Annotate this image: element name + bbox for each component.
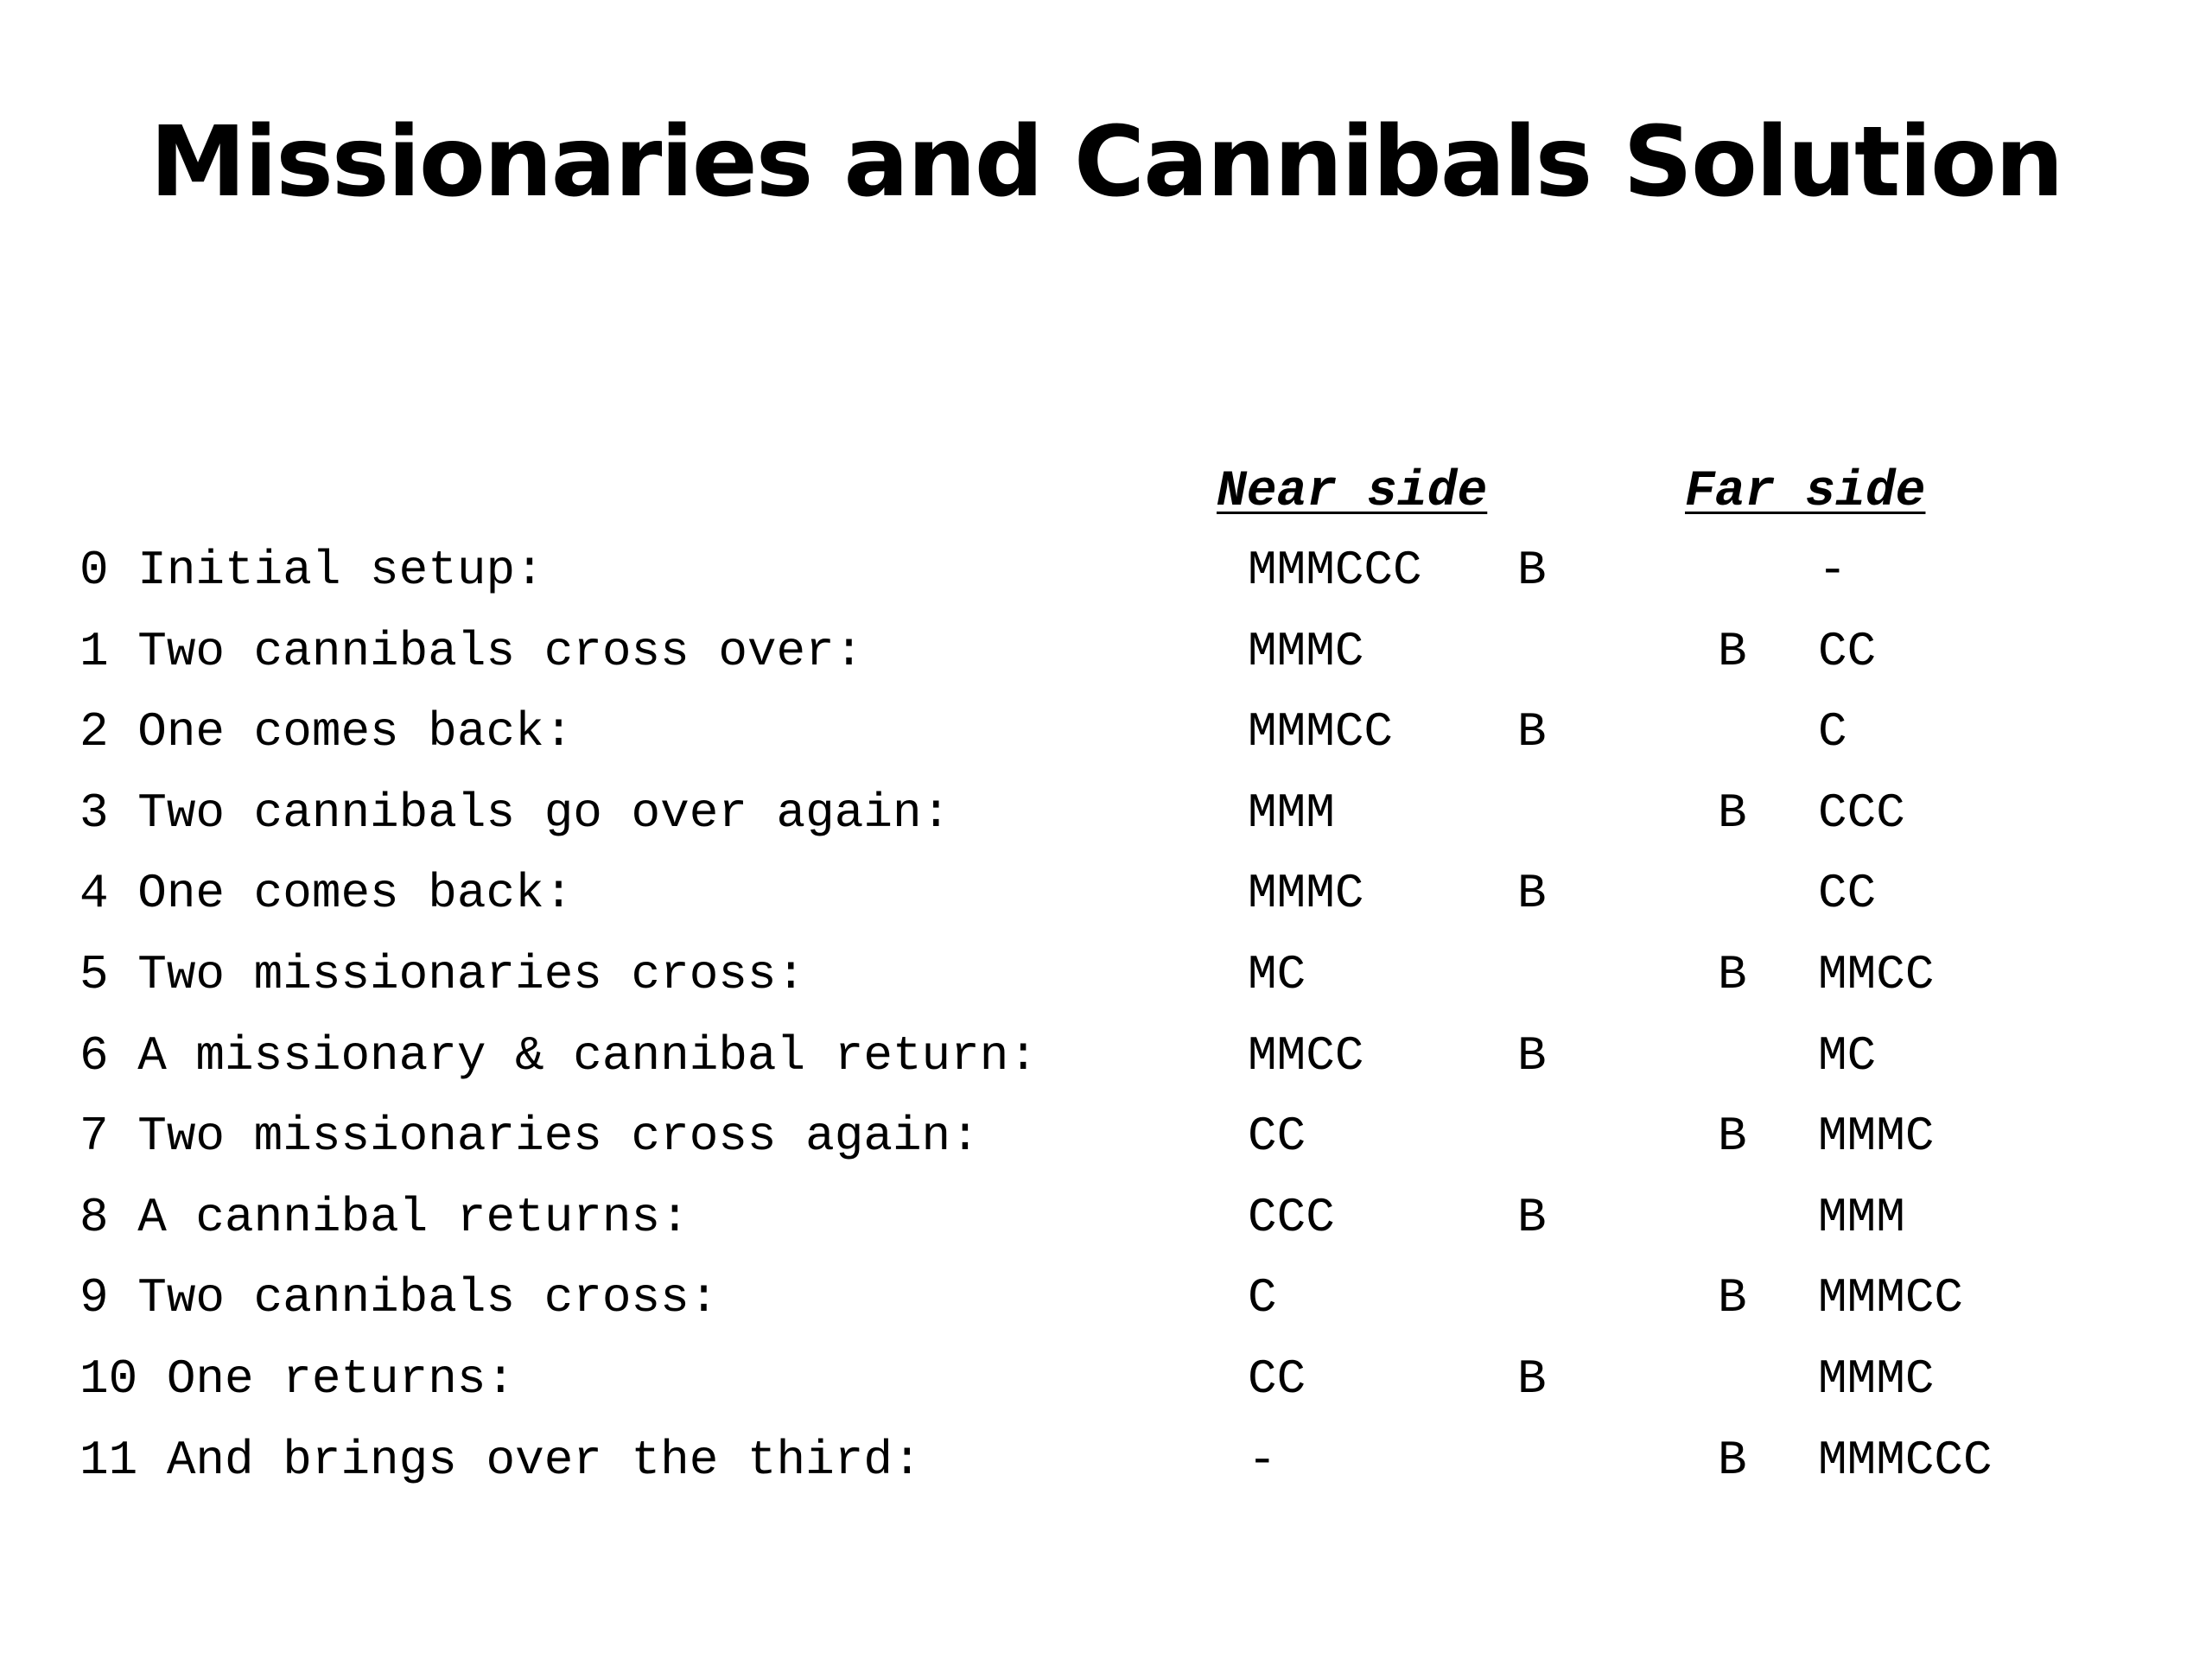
step-row: 4 One comes back: MMMC B CC: [0, 863, 2212, 944]
step-description: 3 Two cannibals go over again:: [79, 785, 951, 841]
step-row: 9 Two cannibals cross: C B MMMCC: [0, 1268, 2212, 1349]
near-side-header: Near side: [1217, 464, 1488, 520]
far-side-boat: B: [1718, 623, 1747, 679]
near-side-boat: B: [1517, 543, 1547, 598]
near-side-state: MMMC: [1248, 866, 1364, 922]
step-description: 6 A missionary & cannibal return:: [79, 1027, 1038, 1084]
far-side-boat: B: [1718, 1432, 1747, 1488]
near-side-state: MMMCC: [1248, 704, 1394, 760]
near-side-boat: B: [1517, 1189, 1547, 1245]
near-side-state: CCC: [1248, 1189, 1335, 1245]
step-description: 7 Two missionaries cross again:: [79, 1109, 980, 1165]
near-side-state: MMMCCC: [1248, 543, 1422, 598]
step-row: 3 Two cannibals go over again: MMM B CCC: [0, 783, 2212, 864]
far-side-state: MMMC: [1818, 1109, 1935, 1165]
far-side-header: Far side: [1685, 464, 1926, 520]
far-side-boat: B: [1718, 946, 1747, 1002]
step-row: 5 Two missionaries cross: MC B MMCC: [0, 944, 2212, 1026]
near-side-boat: B: [1517, 866, 1547, 922]
far-side-state: MMMCC: [1818, 1270, 1964, 1326]
far-side-state: CCC: [1818, 785, 1905, 841]
near-side-state: C: [1248, 1270, 1277, 1326]
near-side-boat: B: [1517, 1027, 1547, 1084]
step-row: 10 One returns: CC B MMMC: [0, 1349, 2212, 1430]
step-description: 4 One comes back:: [79, 866, 574, 922]
slide-title: Missionaries and Cannibals Solution: [149, 106, 2063, 219]
solution-steps-table: 0 Initial setup: MMMCCC B - 1 Two cannib…: [0, 540, 2212, 1510]
step-description: 8 A cannibal returns:: [79, 1189, 690, 1245]
step-row: 7 Two missionaries cross again: CC B MMM…: [0, 1106, 2212, 1187]
far-side-state: C: [1818, 704, 1847, 760]
near-side-state: MMM: [1248, 785, 1335, 841]
far-side-boat: B: [1718, 1270, 1747, 1326]
step-row: 8 A cannibal returns: CCC B MMM: [0, 1187, 2212, 1268]
step-description: 2 One comes back:: [79, 704, 574, 760]
step-row: 11 And brings over the third: - B MMMCCC: [0, 1430, 2212, 1511]
far-side-boat: B: [1718, 1109, 1747, 1165]
step-row: 2 One comes back: MMMCC B C: [0, 702, 2212, 783]
step-row: 6 A missionary & cannibal return: MMCC B…: [0, 1026, 2212, 1107]
near-side-state: CC: [1248, 1351, 1306, 1407]
near-side-boat: B: [1517, 1351, 1547, 1407]
near-side-boat: B: [1517, 704, 1547, 760]
far-side-state: CC: [1818, 623, 1877, 679]
near-side-state: MC: [1248, 946, 1306, 1002]
far-side-state: MMCC: [1818, 946, 1935, 1002]
step-description: 0 Initial setup:: [79, 543, 544, 598]
step-row: 1 Two cannibals cross over: MMMC B CC: [0, 621, 2212, 702]
near-side-state: MMCC: [1248, 1027, 1364, 1084]
near-side-state: -: [1248, 1432, 1277, 1488]
far-side-state: CC: [1818, 866, 1877, 922]
near-side-state: CC: [1248, 1109, 1306, 1165]
step-description: 1 Two cannibals cross over:: [79, 623, 864, 679]
far-side-state: -: [1818, 543, 1847, 598]
far-side-state: MMM: [1818, 1189, 1905, 1245]
far-side-state: MMMCCC: [1818, 1432, 1993, 1488]
near-side-state: MMMC: [1248, 623, 1364, 679]
far-side-state: MC: [1818, 1027, 1877, 1084]
step-row: 0 Initial setup: MMMCCC B -: [0, 540, 2212, 621]
step-description: 10 One returns:: [79, 1351, 516, 1407]
step-description: 5 Two missionaries cross:: [79, 946, 806, 1002]
step-description: 11 And brings over the third:: [79, 1432, 922, 1488]
step-description: 9 Two cannibals cross:: [79, 1270, 719, 1326]
far-side-state: MMMC: [1818, 1351, 1935, 1407]
far-side-boat: B: [1718, 785, 1747, 841]
